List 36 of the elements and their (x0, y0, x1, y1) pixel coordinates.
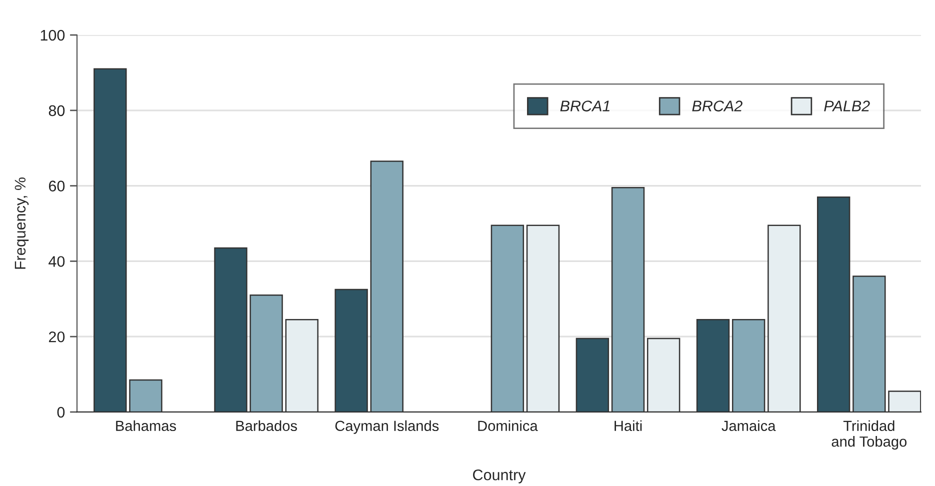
y-tick-label: 20 (48, 331, 65, 342)
x-tick-label: Jamaica (722, 420, 776, 432)
y-axis-title: Frequency, % (14, 177, 29, 269)
y-tick-label: 0 (57, 406, 65, 418)
x-tick-label: Cayman Islands (335, 420, 439, 434)
bar (611, 187, 645, 412)
x-tick-label: Haiti (614, 420, 642, 432)
bar (732, 319, 766, 412)
x-tick-label: Barbados (236, 420, 297, 432)
bar (250, 294, 283, 412)
bar (646, 338, 680, 412)
bar (334, 288, 368, 412)
bar (214, 247, 248, 412)
y-tick-label: 40 (48, 256, 65, 267)
x-tick-label: Trinidad and Tobago (832, 420, 907, 450)
y-tick-label: 60 (48, 180, 65, 192)
bar (852, 276, 886, 412)
bar (696, 319, 730, 412)
y-tick-label: 80 (48, 105, 65, 116)
legend-label: BRCA1 (560, 100, 610, 112)
bar (370, 160, 404, 412)
bar (816, 196, 850, 412)
x-tick-label: Dominica (478, 420, 538, 432)
x-tick-label: Bahamas (116, 420, 176, 432)
bar (768, 224, 801, 412)
y-tick-label: 100 (40, 30, 65, 41)
x-axis-title: Country (473, 469, 526, 484)
bar (576, 338, 610, 412)
bar (129, 379, 162, 412)
bar (285, 319, 318, 412)
bar (94, 68, 127, 412)
bar (888, 390, 921, 412)
legend-label: PALB2 (824, 100, 870, 112)
legend-label: BRCA2 (692, 100, 742, 112)
bar (490, 224, 524, 412)
bar (526, 224, 560, 412)
